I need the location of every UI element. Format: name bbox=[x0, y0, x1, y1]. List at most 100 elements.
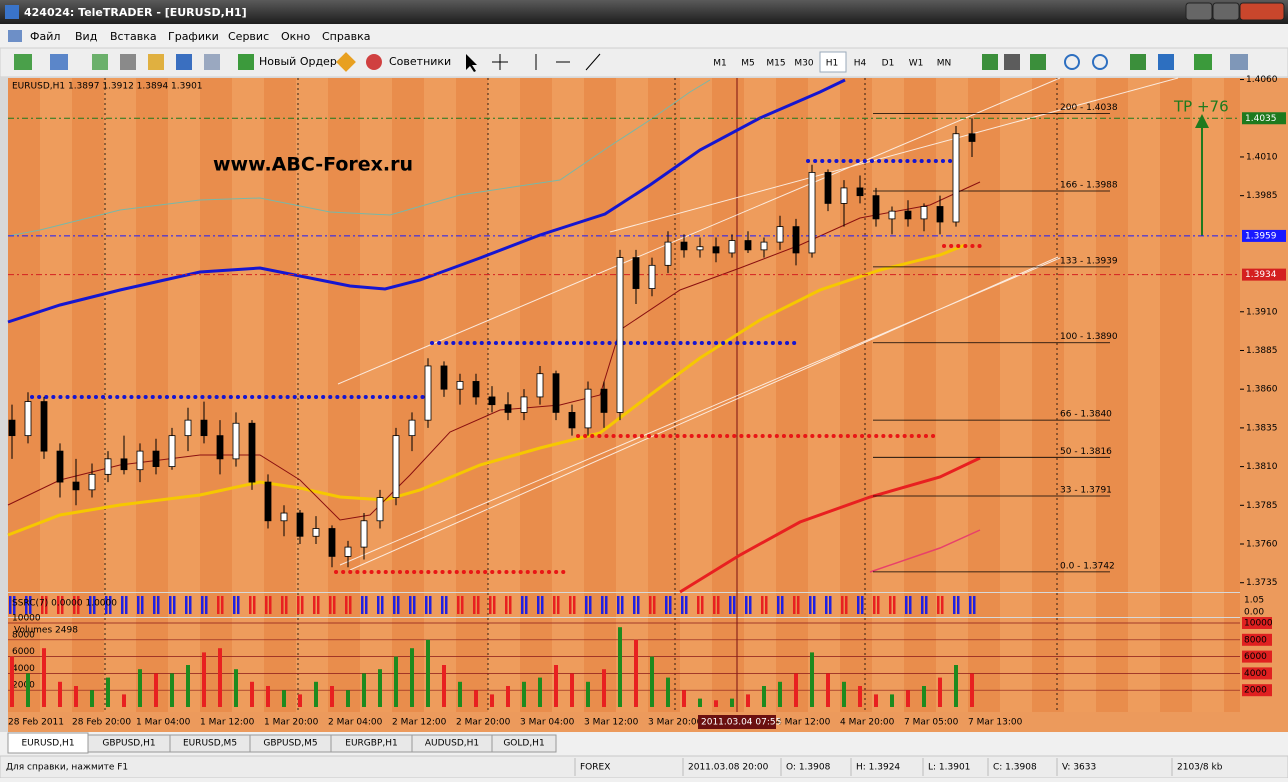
volume-bar bbox=[762, 686, 766, 707]
indicator-bar bbox=[857, 596, 860, 614]
candle-body bbox=[136, 450, 144, 471]
menu-item[interactable]: Графики bbox=[168, 30, 219, 43]
tool-icon[interactable] bbox=[336, 52, 356, 72]
indicator-bar bbox=[45, 596, 48, 614]
menu-item[interactable]: Сервис bbox=[228, 30, 269, 43]
candle-body bbox=[168, 435, 176, 467]
indicator-bar bbox=[777, 596, 780, 614]
tool-icon[interactable] bbox=[204, 54, 220, 70]
timeframe-button[interactable]: W1 bbox=[909, 59, 924, 69]
fib-level-label: 33 - 1.3791 bbox=[1060, 486, 1112, 496]
tab[interactable] bbox=[491, 734, 557, 753]
status-field: L: 1.3901 bbox=[928, 763, 970, 773]
crosshair-tool[interactable] bbox=[492, 54, 508, 70]
indicator-bar bbox=[281, 596, 284, 614]
indicator-bar bbox=[77, 596, 80, 614]
tool-icon[interactable] bbox=[1158, 54, 1174, 70]
price-label-box bbox=[1242, 112, 1286, 125]
tab-label[interactable]: GOLD,H1 bbox=[503, 739, 544, 749]
menu-item[interactable]: Окно bbox=[281, 30, 310, 43]
indicator-bar bbox=[957, 596, 960, 614]
timeframe-button[interactable]: M30 bbox=[794, 59, 813, 69]
indicator-bar bbox=[573, 596, 576, 614]
indicator-bar bbox=[541, 596, 544, 614]
candle-body bbox=[72, 481, 80, 491]
volume-bar bbox=[698, 698, 702, 707]
advisors-icon[interactable] bbox=[366, 54, 382, 70]
cursor-tool[interactable] bbox=[466, 54, 477, 72]
volume-bar bbox=[346, 690, 350, 707]
menu-item[interactable]: Справка bbox=[322, 30, 370, 43]
volume-bar bbox=[554, 665, 558, 707]
candle-body bbox=[344, 546, 352, 557]
timeframe-button[interactable]: M15 bbox=[766, 59, 785, 69]
new-order-button[interactable]: Новый Ордер bbox=[259, 55, 337, 68]
timeframe-button[interactable]: H4 bbox=[854, 59, 867, 69]
tool-icon[interactable] bbox=[176, 54, 192, 70]
indicator-bar bbox=[637, 596, 640, 614]
fib-level-label: 50 - 1.3816 bbox=[1060, 447, 1112, 457]
candle-body bbox=[744, 240, 752, 251]
indicator-bar bbox=[909, 596, 912, 614]
timeframe-button[interactable]: H1 bbox=[826, 59, 839, 69]
indicator-bar bbox=[141, 596, 144, 614]
menu-item[interactable]: Файл bbox=[30, 30, 60, 43]
tool-icon[interactable] bbox=[1004, 54, 1020, 70]
menu-item[interactable]: Вид bbox=[75, 30, 98, 43]
timeframe-button[interactable]: MN bbox=[937, 59, 952, 69]
volume-bar bbox=[202, 652, 206, 707]
indicator-bar bbox=[477, 596, 480, 614]
indicator-bar bbox=[557, 596, 560, 614]
tool-icon[interactable] bbox=[1230, 54, 1248, 70]
tab-label[interactable]: EURGBP,H1 bbox=[345, 739, 397, 749]
close-button[interactable] bbox=[1239, 2, 1285, 21]
tool-icon[interactable] bbox=[120, 54, 136, 70]
advisors-button[interactable]: Советники bbox=[389, 55, 451, 68]
indicator-bar bbox=[861, 596, 864, 614]
tool-icon[interactable] bbox=[1194, 54, 1212, 70]
maximize-button[interactable] bbox=[1212, 2, 1240, 21]
tool-icon[interactable] bbox=[1030, 54, 1046, 70]
minimize-button[interactable] bbox=[1185, 2, 1213, 21]
tool-icon[interactable] bbox=[14, 54, 32, 70]
indicator-bar bbox=[649, 596, 652, 614]
indicator-bar bbox=[361, 596, 364, 614]
price-label: 1.3934 bbox=[1245, 270, 1277, 280]
volume-bar bbox=[666, 677, 670, 707]
new-order-icon[interactable] bbox=[238, 54, 254, 70]
candle-body bbox=[856, 187, 864, 197]
tool-icon[interactable] bbox=[1130, 54, 1146, 70]
cursor-time: 2011.03.04 07:55 bbox=[701, 718, 781, 728]
indicator-bar bbox=[809, 596, 812, 614]
indicator-bar bbox=[381, 596, 384, 614]
tab-label[interactable]: EURUSD,M5 bbox=[183, 739, 237, 749]
cursor-time-box bbox=[698, 715, 776, 729]
timeframe-button[interactable]: M1 bbox=[713, 59, 727, 69]
candle-body bbox=[312, 528, 320, 537]
indicator-bar bbox=[233, 596, 236, 614]
indicator-bar bbox=[505, 596, 508, 614]
indicator-bar bbox=[905, 596, 908, 614]
menu-item[interactable]: Вставка bbox=[110, 30, 157, 43]
indicator-bar bbox=[237, 596, 240, 614]
tool-icon[interactable] bbox=[92, 54, 108, 70]
x-tick-label: 3 Mar 04:00 bbox=[520, 718, 575, 728]
tab-label[interactable]: AUDUSD,H1 bbox=[425, 739, 479, 749]
line-tools[interactable] bbox=[535, 53, 601, 71]
tool-icon[interactable] bbox=[148, 54, 164, 70]
indicator-bar bbox=[89, 596, 92, 614]
tool-icon[interactable] bbox=[982, 54, 998, 70]
timeframe-button[interactable]: D1 bbox=[882, 59, 895, 69]
tab-label[interactable]: GBPUSD,M5 bbox=[263, 739, 317, 749]
indicator-bar bbox=[953, 596, 956, 614]
zoom-in[interactable] bbox=[1064, 54, 1080, 70]
tab-label[interactable]: GBPUSD,H1 bbox=[102, 739, 155, 749]
candle-body bbox=[424, 365, 432, 421]
timeframe-button[interactable]: M5 bbox=[741, 59, 755, 69]
tab-label[interactable]: EURUSD,H1 bbox=[21, 739, 74, 749]
x-tick-label: 4 Mar 20:00 bbox=[840, 718, 895, 728]
volume-bar bbox=[874, 694, 878, 707]
x-tick-label: 1 Mar 20:00 bbox=[264, 718, 319, 728]
tool-icon[interactable] bbox=[50, 54, 68, 70]
zoom-out[interactable] bbox=[1092, 54, 1108, 70]
